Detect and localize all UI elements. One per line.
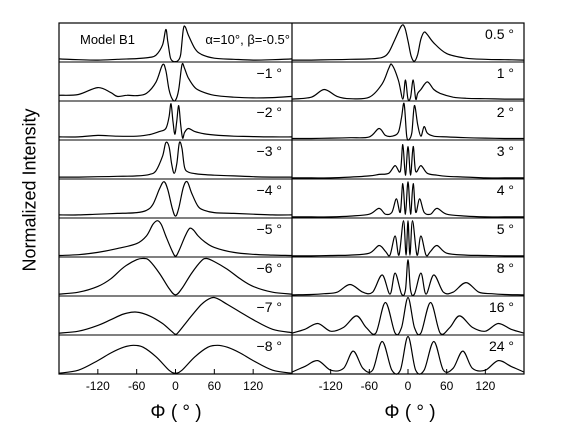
x-axis-label-left: Φ ( ° ): [150, 402, 202, 423]
series-line-left-1: [58, 62, 293, 102]
series-line-left-4: [58, 180, 293, 217]
x-tick-label: 0: [172, 379, 179, 393]
x-tick-label: -120: [86, 379, 110, 393]
series-line-left-2: [58, 103, 293, 139]
x-tick-label: -60: [128, 379, 146, 393]
series-line-left-3: [58, 141, 293, 178]
series-label-left-5: −5 °: [257, 221, 282, 237]
series-label-left-2: −2 °: [257, 104, 282, 120]
x-tick-label: -60: [361, 379, 379, 393]
series-label-left-4: −4 °: [257, 182, 282, 198]
series-label-right-8: 24 °: [489, 338, 514, 354]
series-label-right-1: 1 °: [497, 65, 514, 81]
x-tick-label: 120: [243, 379, 263, 393]
model-label: Model B1: [80, 32, 135, 47]
x-tick-label: -120: [319, 379, 343, 393]
series-label-right-2: 2 °: [497, 104, 514, 120]
series-line-left-6: [58, 257, 293, 296]
x-tick-label: 0: [405, 379, 412, 393]
series-label-right-6: 8 °: [497, 260, 514, 276]
series-line-right-8: [291, 335, 525, 375]
series-label-right-4: 4 °: [497, 182, 514, 198]
x-tick-label: 60: [208, 379, 222, 393]
series-label-right-5: 5 °: [497, 221, 514, 237]
series-label-left-3: −3 °: [257, 143, 282, 159]
series-line-right-5: [292, 220, 524, 257]
series-label-right-7: 16 °: [489, 299, 514, 315]
series-label-right-3: 3 °: [497, 143, 514, 159]
parameter-label: α=10°, β=-0.5°: [205, 32, 290, 47]
series-line-left-5: [58, 220, 293, 257]
series-line-left-8: [58, 344, 293, 374]
series-line-right-0: [291, 24, 525, 62]
series-label-left-1: −1 °: [257, 65, 282, 81]
series-label-left-8: −8 °: [257, 338, 282, 354]
series-line-right-3: [291, 143, 524, 179]
y-axis-label: Normalized Intensity: [19, 108, 40, 272]
x-tick-label: 60: [440, 379, 454, 393]
series-line-right-4: [291, 181, 524, 218]
series-line-right-2: [292, 102, 524, 141]
series-line-right-7: [291, 296, 525, 336]
series-line-right-6: [291, 259, 525, 297]
series-line-left-7: [58, 296, 293, 335]
series-label-left-7: −7 °: [257, 299, 282, 315]
x-tick-label: 120: [475, 379, 495, 393]
series-label-left-6: −6 °: [257, 260, 282, 276]
series-line-right-1: [291, 63, 525, 102]
series-label-right-0: 0.5 °: [485, 26, 514, 42]
x-axis-label-right: Φ ( ° ): [384, 402, 436, 423]
